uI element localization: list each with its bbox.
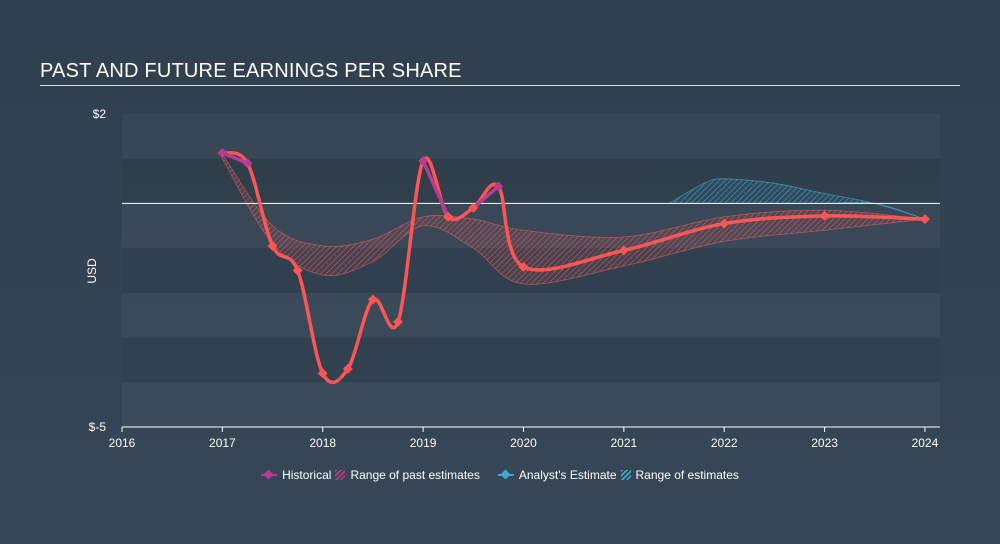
x-tick-label: 2021 bbox=[610, 436, 637, 450]
historical-point bbox=[518, 261, 529, 272]
y-tick-label: $-5 bbox=[89, 420, 107, 434]
historical-point bbox=[217, 147, 228, 158]
historical-point bbox=[919, 214, 930, 225]
historical-point bbox=[618, 245, 629, 256]
x-tick-label: 2020 bbox=[510, 436, 537, 450]
x-tick-label: 2019 bbox=[410, 436, 437, 450]
historical-point bbox=[242, 158, 253, 169]
historical-point bbox=[719, 218, 730, 229]
historical-point bbox=[493, 181, 504, 192]
plot-stripe bbox=[122, 293, 940, 338]
legend-group-past: Historical Range of past estimates bbox=[261, 468, 480, 482]
x-tick-label: 2017 bbox=[209, 436, 236, 450]
historical-swatch-icon bbox=[261, 470, 278, 480]
chart-title: PAST AND FUTURE EARNINGS PER SHARE bbox=[40, 60, 462, 82]
legend-historical[interactable]: Historical bbox=[261, 468, 331, 482]
x-tick-label: 2024 bbox=[912, 436, 939, 450]
analyst-swatch-icon bbox=[497, 470, 514, 480]
title-divider bbox=[40, 85, 960, 86]
historical-point bbox=[342, 363, 353, 374]
past-range-swatch-icon bbox=[335, 470, 346, 480]
legend-analyst-label: Analyst's Estimate bbox=[518, 468, 617, 482]
legend-analyst[interactable]: Analyst's Estimate bbox=[497, 468, 617, 482]
plot-stripe bbox=[122, 382, 940, 427]
x-tick-label: 2018 bbox=[309, 436, 336, 450]
x-tick-label: 2023 bbox=[811, 436, 838, 450]
y-axis-label: USD bbox=[85, 258, 99, 284]
x-tick-label: 2022 bbox=[711, 436, 738, 450]
historical-point bbox=[468, 202, 479, 213]
historical-point bbox=[267, 240, 278, 251]
legend-past-range-label: Range of past estimates bbox=[350, 468, 480, 482]
future-range-swatch-icon bbox=[620, 470, 631, 480]
legend-future-range[interactable]: Range of estimates bbox=[620, 468, 739, 482]
y-tick-label: $2 bbox=[93, 107, 107, 121]
legend-historical-label: Historical bbox=[282, 468, 332, 482]
axes: 2016 2017 2018 2019 2020 2021 2022 2023 2024 $2 $-… bbox=[89, 107, 940, 450]
series-markers bbox=[217, 147, 930, 379]
plot-stripe bbox=[122, 337, 940, 383]
legend-future-range-label: Range of estimates bbox=[635, 468, 739, 482]
legend-group-future: Analyst's Estimate Range of estimates bbox=[497, 468, 739, 482]
historical-point bbox=[393, 316, 403, 327]
historical-point bbox=[819, 210, 830, 221]
historical-point bbox=[317, 368, 328, 379]
plot-stripe bbox=[122, 114, 940, 159]
historical-point bbox=[367, 294, 378, 305]
historical-point bbox=[418, 156, 429, 166]
historical-point bbox=[292, 265, 303, 276]
chart-legend: Historical Range of past estimates Analy… bbox=[0, 468, 1000, 482]
historical-point bbox=[443, 211, 454, 222]
legend-past-range[interactable]: Range of past estimates bbox=[335, 468, 480, 482]
x-tick-label: 2016 bbox=[109, 436, 136, 450]
